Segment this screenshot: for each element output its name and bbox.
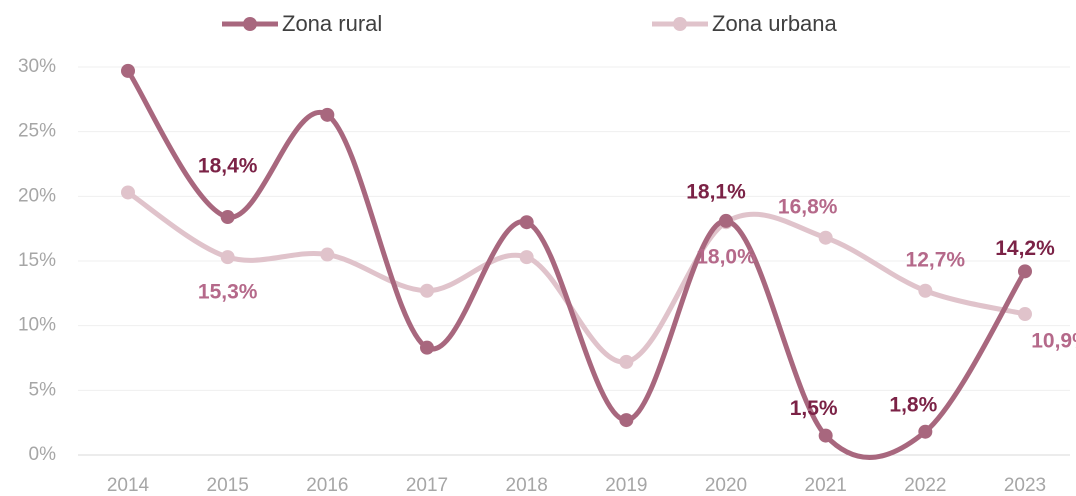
data-label: 1,5% (790, 397, 838, 420)
y-tick-label: 5% (29, 379, 57, 400)
x-tick-label: 2018 (506, 475, 548, 496)
data-point (121, 185, 135, 200)
y-tick-label: 25% (18, 121, 56, 142)
data-point (320, 107, 335, 122)
data-point (1018, 264, 1032, 279)
x-tick-label: 2019 (605, 475, 647, 496)
legend-label: Zona rural (282, 11, 382, 36)
series-line (126, 190, 1026, 365)
data-label: 16,8% (778, 195, 838, 218)
data-point (519, 250, 534, 265)
data-label: 1,8% (889, 393, 937, 416)
x-tick-label: 2022 (904, 475, 946, 496)
data-label: 10,9% (1031, 330, 1076, 353)
data-label: 18,4% (198, 155, 258, 178)
legend-marker (243, 17, 257, 31)
data-point (519, 215, 534, 230)
data-point (1018, 307, 1032, 322)
data-label: 12,7% (906, 248, 966, 271)
data-point (220, 250, 235, 265)
data-point (918, 283, 933, 298)
legend-marker (673, 17, 687, 31)
data-point (619, 354, 634, 369)
data-label: 18,0% (696, 246, 756, 269)
x-tick-label: 2014 (107, 475, 150, 496)
x-tick-label: 2015 (207, 475, 249, 496)
y-tick-label: 0% (29, 444, 57, 465)
y-tick-label: 30% (18, 56, 56, 77)
data-point (918, 424, 933, 439)
legend-label: Zona urbana (712, 11, 838, 36)
x-tick-label: 2021 (805, 475, 847, 496)
x-tick-label: 2023 (1004, 475, 1046, 496)
data-point (818, 230, 833, 245)
data-point (818, 428, 833, 443)
data-point (420, 283, 434, 298)
x-tick-label: 2020 (705, 475, 747, 496)
data-point (220, 210, 235, 225)
data-label: 18,1% (686, 180, 746, 203)
data-point (619, 413, 634, 428)
data-label: 14,2% (995, 237, 1055, 260)
y-tick-label: 20% (18, 185, 56, 206)
y-tick-label: 15% (18, 250, 56, 271)
data-point (420, 340, 434, 355)
data-point (320, 247, 335, 262)
data-point (719, 213, 733, 228)
data-label: 15,3% (198, 281, 258, 304)
data-point (121, 63, 135, 78)
x-tick-label: 2017 (406, 475, 448, 496)
y-tick-label: 10% (18, 315, 56, 336)
x-tick-label: 2016 (306, 475, 348, 496)
series-line (125, 69, 1028, 460)
